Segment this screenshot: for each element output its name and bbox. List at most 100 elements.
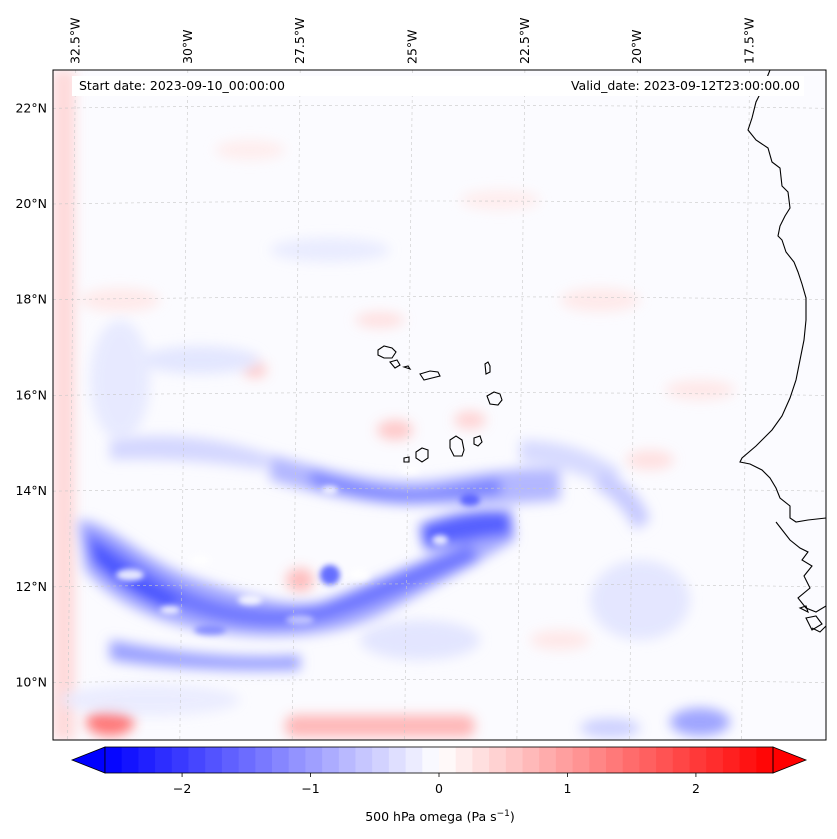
lon-tick-label-0: 32.5°W [67, 18, 82, 64]
colorbar-level-21 [455, 747, 473, 773]
lat-tick-label-4: 18°N [15, 292, 47, 307]
island-santo-antao [377, 345, 397, 359]
colorbar-level-28 [572, 747, 590, 773]
colorbar-level-19 [422, 747, 440, 773]
colorbar: −2 −1 0 1 2 500 hPa omega (Pa s−1) [70, 746, 808, 824]
lon-tick-label-5: 20°W [629, 29, 644, 64]
colorbar-label-sup: −1 [497, 809, 510, 819]
lat-gridline-4 [53, 296, 826, 301]
colorbar-level-9 [255, 747, 273, 773]
bijagos-islands [798, 605, 826, 633]
africa-coastline [739, 70, 826, 523]
lat-tick-label-6: 22°N [15, 100, 47, 115]
colorbar-tick-label-4: 2 [692, 781, 700, 796]
island-maio [473, 435, 483, 447]
colorbar-level-36 [706, 747, 724, 773]
colorbar-level-18 [405, 747, 423, 773]
colorbar-extend-high [772, 746, 808, 774]
colorbar-level-31 [622, 747, 640, 773]
lat-gridline-1 [53, 583, 826, 588]
colorbar-tick-label-2: 0 [435, 781, 443, 796]
lat-tick-label-2: 14°N [15, 483, 47, 498]
colorbar-level-33 [656, 747, 674, 773]
lon-tick-label-2: 27.5°W [292, 18, 307, 64]
colorbar-label-end: ) [510, 809, 515, 824]
colorbar-level-2 [138, 747, 156, 773]
lat-gridline-5 [53, 200, 826, 205]
lat-gridline-3 [53, 392, 826, 396]
lat-tick-label-3: 16°N [15, 387, 47, 402]
island-brava [403, 456, 410, 463]
colorbar-level-35 [689, 747, 707, 773]
colorbar-level-30 [606, 747, 624, 773]
date-header-background [72, 76, 804, 96]
omega-field [53, 70, 735, 740]
colorbar-level-14 [338, 747, 357, 773]
colorbar-level-7 [221, 747, 240, 773]
lon-tick-label-6: 17.5°W [742, 18, 757, 64]
colorbar-level-0 [105, 747, 123, 773]
lon-gridline-5 [628, 70, 638, 740]
lon-gridline-6 [741, 70, 750, 740]
colorbar-level-39 [756, 747, 774, 773]
start-date-text: Start date: 2023-09-10_00:00:00 [79, 78, 285, 93]
colorbar-label: 500 hPa omega (Pa s−1) [365, 809, 515, 824]
colorbar-tick-label-1: −1 [301, 781, 319, 796]
lon-tick-label-4: 22.5°W [517, 18, 532, 64]
map-panel: Start date: 2023-09-10_00:00:00 Valid_da… [52, 69, 827, 741]
lon-gridline-0 [67, 70, 76, 740]
colorbar-level-26 [539, 747, 557, 773]
lon-tick-label-1: 30°W [180, 29, 195, 64]
island-santiago [449, 435, 465, 457]
island-fogo [415, 447, 429, 463]
colorbar-level-3 [155, 747, 173, 773]
lat-tick-label-5: 20°N [15, 196, 47, 211]
colorbar-level-11 [288, 747, 306, 773]
lon-gridline-4 [516, 70, 526, 740]
lat-tick-label-1: 12°N [15, 579, 47, 594]
colorbar-level-20 [439, 747, 457, 773]
island-sao-vicente [389, 359, 401, 369]
island-santa-luzia [402, 365, 412, 371]
colorbar-level-4 [171, 747, 190, 773]
colorbar-level-17 [388, 747, 407, 773]
longitude-tick-labels: 32.5°W 30°W 27.5°W 25°W 22.5°W 20°W 17.5°W [67, 18, 756, 64]
island-boavista [486, 391, 503, 406]
valid-date-text: Valid_date: 2023-09-12T23:00:00.00 [571, 78, 800, 93]
colorbar-level-27 [555, 747, 574, 773]
latitude-tick-labels: 10°N 12°N 14°N 16°N 18°N 20°N 22°N [15, 100, 47, 689]
lat-gridline-6 [53, 104, 826, 109]
colorbar-level-16 [372, 747, 390, 773]
colorbar-label-main: 500 hPa omega (Pa s [365, 809, 496, 824]
colorbar-level-38 [739, 747, 757, 773]
colorbar-levels [105, 747, 774, 773]
lat-gridline-0 [53, 679, 826, 683]
colorbar-tick-label-0: −2 [173, 781, 191, 796]
colorbar-level-23 [489, 747, 507, 773]
island-sal [484, 361, 491, 375]
coastlines [377, 70, 826, 633]
colorbar-tick-label-3: 1 [563, 781, 571, 796]
lon-tick-label-3: 25°W [405, 29, 420, 64]
lon-gridline-1 [179, 70, 189, 740]
island-sao-nicolau [419, 370, 441, 381]
colorbar-level-5 [188, 747, 206, 773]
gridlines [53, 70, 826, 740]
colorbar-extend-low [70, 746, 106, 774]
colorbar-ticks: −2 −1 0 1 2 [173, 773, 700, 796]
coast-bay [775, 521, 826, 613]
colorbar-level-34 [672, 747, 691, 773]
colorbar-level-24 [505, 747, 524, 773]
colorbar-level-10 [272, 747, 290, 773]
colorbar-level-37 [722, 747, 741, 773]
map-frame [52, 69, 827, 741]
colorbar-level-32 [639, 747, 657, 773]
colorbar-level-6 [205, 747, 223, 773]
lon-gridline-2 [291, 70, 301, 740]
lon-gridline-3 [404, 70, 413, 740]
colorbar-level-25 [522, 747, 540, 773]
lat-gridline-2 [53, 487, 826, 492]
colorbar-level-8 [238, 747, 256, 773]
colorbar-level-15 [355, 747, 373, 773]
